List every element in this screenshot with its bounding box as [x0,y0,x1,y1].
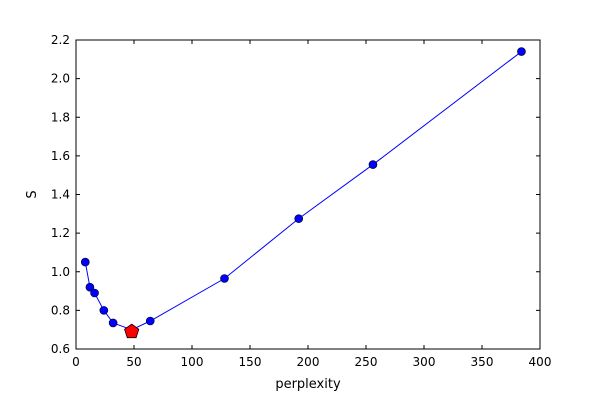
y-tick-label: 1.8 [51,110,70,124]
data-point [145,316,155,326]
y-tick-label: 2.0 [51,72,70,86]
highlight-pentagon-marker [124,323,140,339]
data-point [80,257,90,267]
y-tick-label: 1.2 [51,226,70,240]
marker-layer [124,323,140,339]
plot-frame [75,39,541,350]
x-tick-label: 300 [413,355,436,369]
x-tick-label: 150 [239,355,262,369]
y-tick-label: 0.6 [51,342,70,356]
y-tick-label: 1.6 [51,149,70,163]
x-axis-label: perplexity [275,377,341,392]
data-point [220,274,229,283]
y-axis-label: S [25,190,40,198]
y-tick-label: 0.8 [51,303,70,317]
data-point [294,214,304,223]
x-tick-label: 400 [529,355,552,369]
y-tick-label: 2.2 [51,33,70,47]
data-point [108,318,118,328]
y-tick-label: 1.4 [51,188,70,202]
x-tick-label: 250 [355,355,378,369]
data-point [517,47,526,56]
x-tick-label: 0 [72,355,80,369]
x-tick-label: 100 [181,355,204,369]
x-tick-label: 50 [126,355,141,369]
data-point [368,160,378,169]
data-point [90,288,99,298]
tick-labels: 0 50 100 150 200 250 300 350 400 0.6 0.8 1.0 1.2 1.4 1… [51,33,552,369]
y-tick-label: 1.0 [51,265,70,279]
x-tick-label: 350 [471,355,494,369]
data-point [99,306,109,315]
data-point [85,282,95,292]
x-tick-label: 200 [297,355,320,369]
